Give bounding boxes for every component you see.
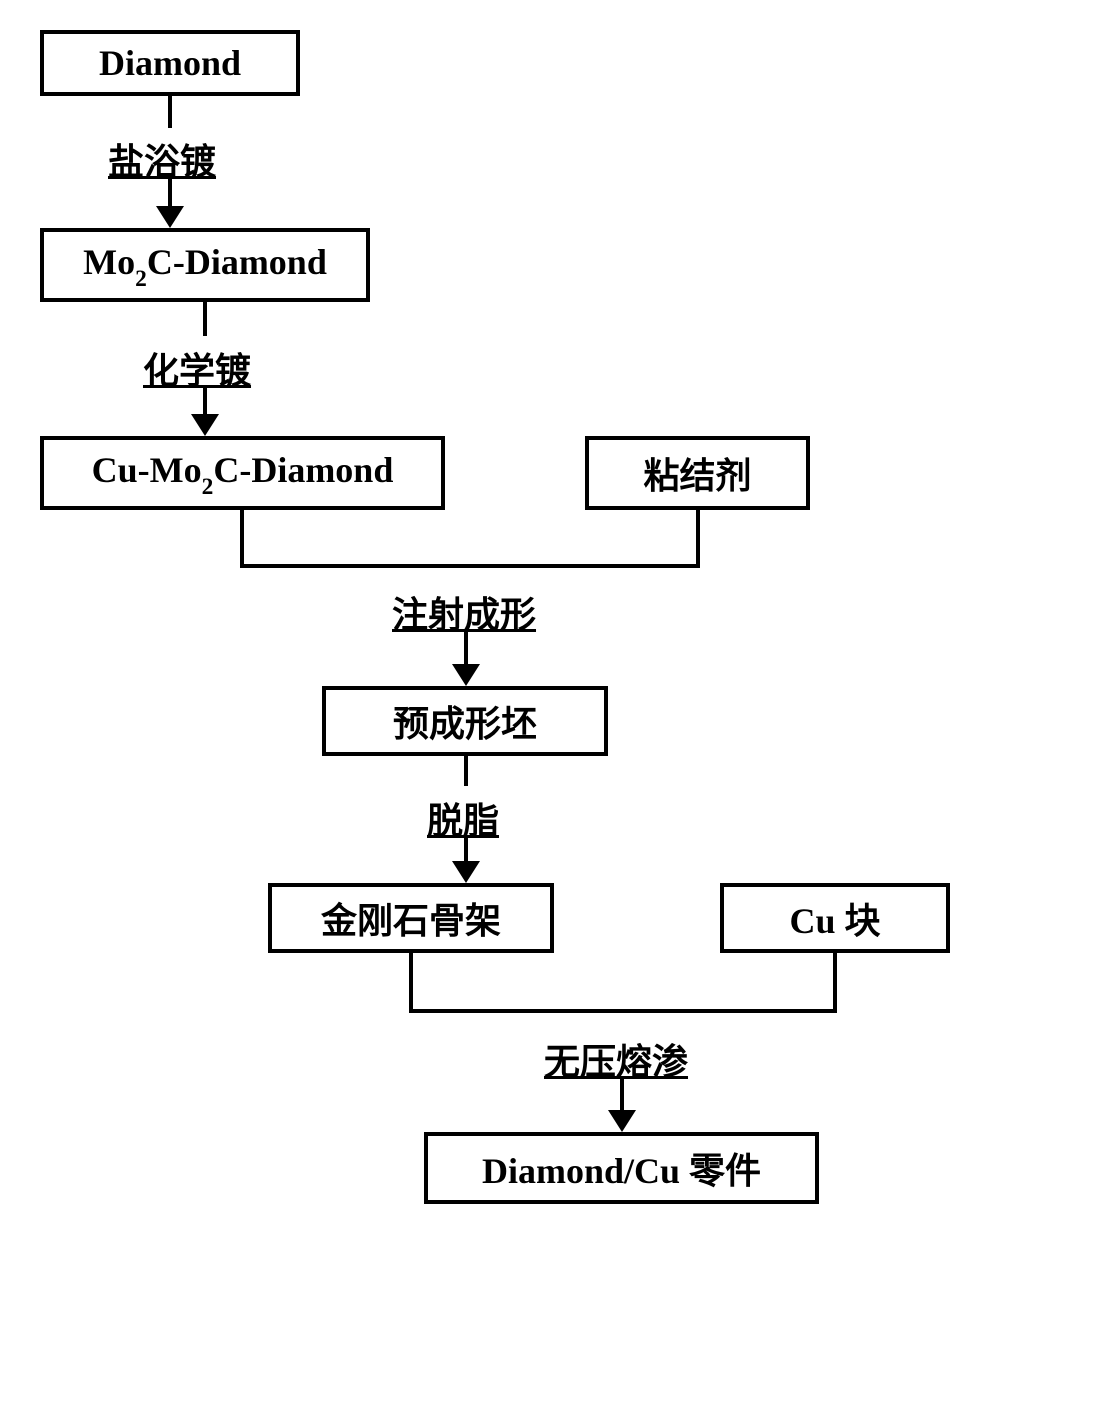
node-diamond-cu-part: Diamond/Cu 零件 [424, 1132, 819, 1204]
edge-label-salt-bath-plating: 盐浴镀 [108, 125, 216, 193]
edge-line [409, 953, 413, 1013]
edge-line [464, 756, 468, 786]
node-diamond: Diamond [40, 30, 300, 96]
node-diamond-skeleton: 金刚石骨架 [268, 883, 554, 953]
edge-line [464, 632, 468, 666]
node-label: Cu 块 [789, 892, 880, 944]
arrow-down-icon [191, 414, 219, 436]
arrow-down-icon [452, 861, 480, 883]
edge-label-pressureless-infiltration: 无压熔渗 [544, 1025, 688, 1093]
edge-line [168, 96, 172, 128]
arrow-down-icon [452, 664, 480, 686]
edge-label-electroless-plating: 化学镀 [143, 334, 251, 402]
arrow-down-icon [608, 1110, 636, 1132]
node-label: 粘结剂 [643, 447, 751, 499]
flowchart-container: Diamond 盐浴镀 Mo2C-Diamond 化学镀 Cu-Mo2C-Dia… [20, 30, 1020, 1210]
node-label: Diamond [99, 42, 241, 84]
edge-line [833, 953, 837, 1013]
arrow-down-icon [156, 206, 184, 228]
node-mo2c-diamond: Mo2C-Diamond [40, 228, 370, 302]
edge-line [168, 178, 172, 208]
node-preform: 预成形坯 [322, 686, 608, 756]
node-label: 金刚石骨架 [321, 892, 501, 944]
node-label: Diamond/Cu 零件 [482, 1142, 761, 1194]
edge-label-debinding: 脱脂 [427, 784, 499, 852]
edge-line [240, 564, 700, 568]
edge-line [203, 302, 207, 336]
edge-line [696, 510, 700, 568]
node-label: 预成形坯 [393, 695, 537, 747]
node-binder: 粘结剂 [585, 436, 810, 510]
edge-line [620, 1078, 624, 1112]
edge-line [464, 835, 468, 863]
node-cu-block: Cu 块 [720, 883, 950, 953]
node-cu-mo2c-diamond: Cu-Mo2C-Diamond [40, 436, 445, 510]
node-label: Cu-Mo2C-Diamond [92, 449, 394, 497]
edge-line [203, 386, 207, 416]
edge-line [409, 1009, 837, 1013]
node-label: Mo2C-Diamond [83, 241, 327, 289]
edge-line [240, 510, 244, 568]
